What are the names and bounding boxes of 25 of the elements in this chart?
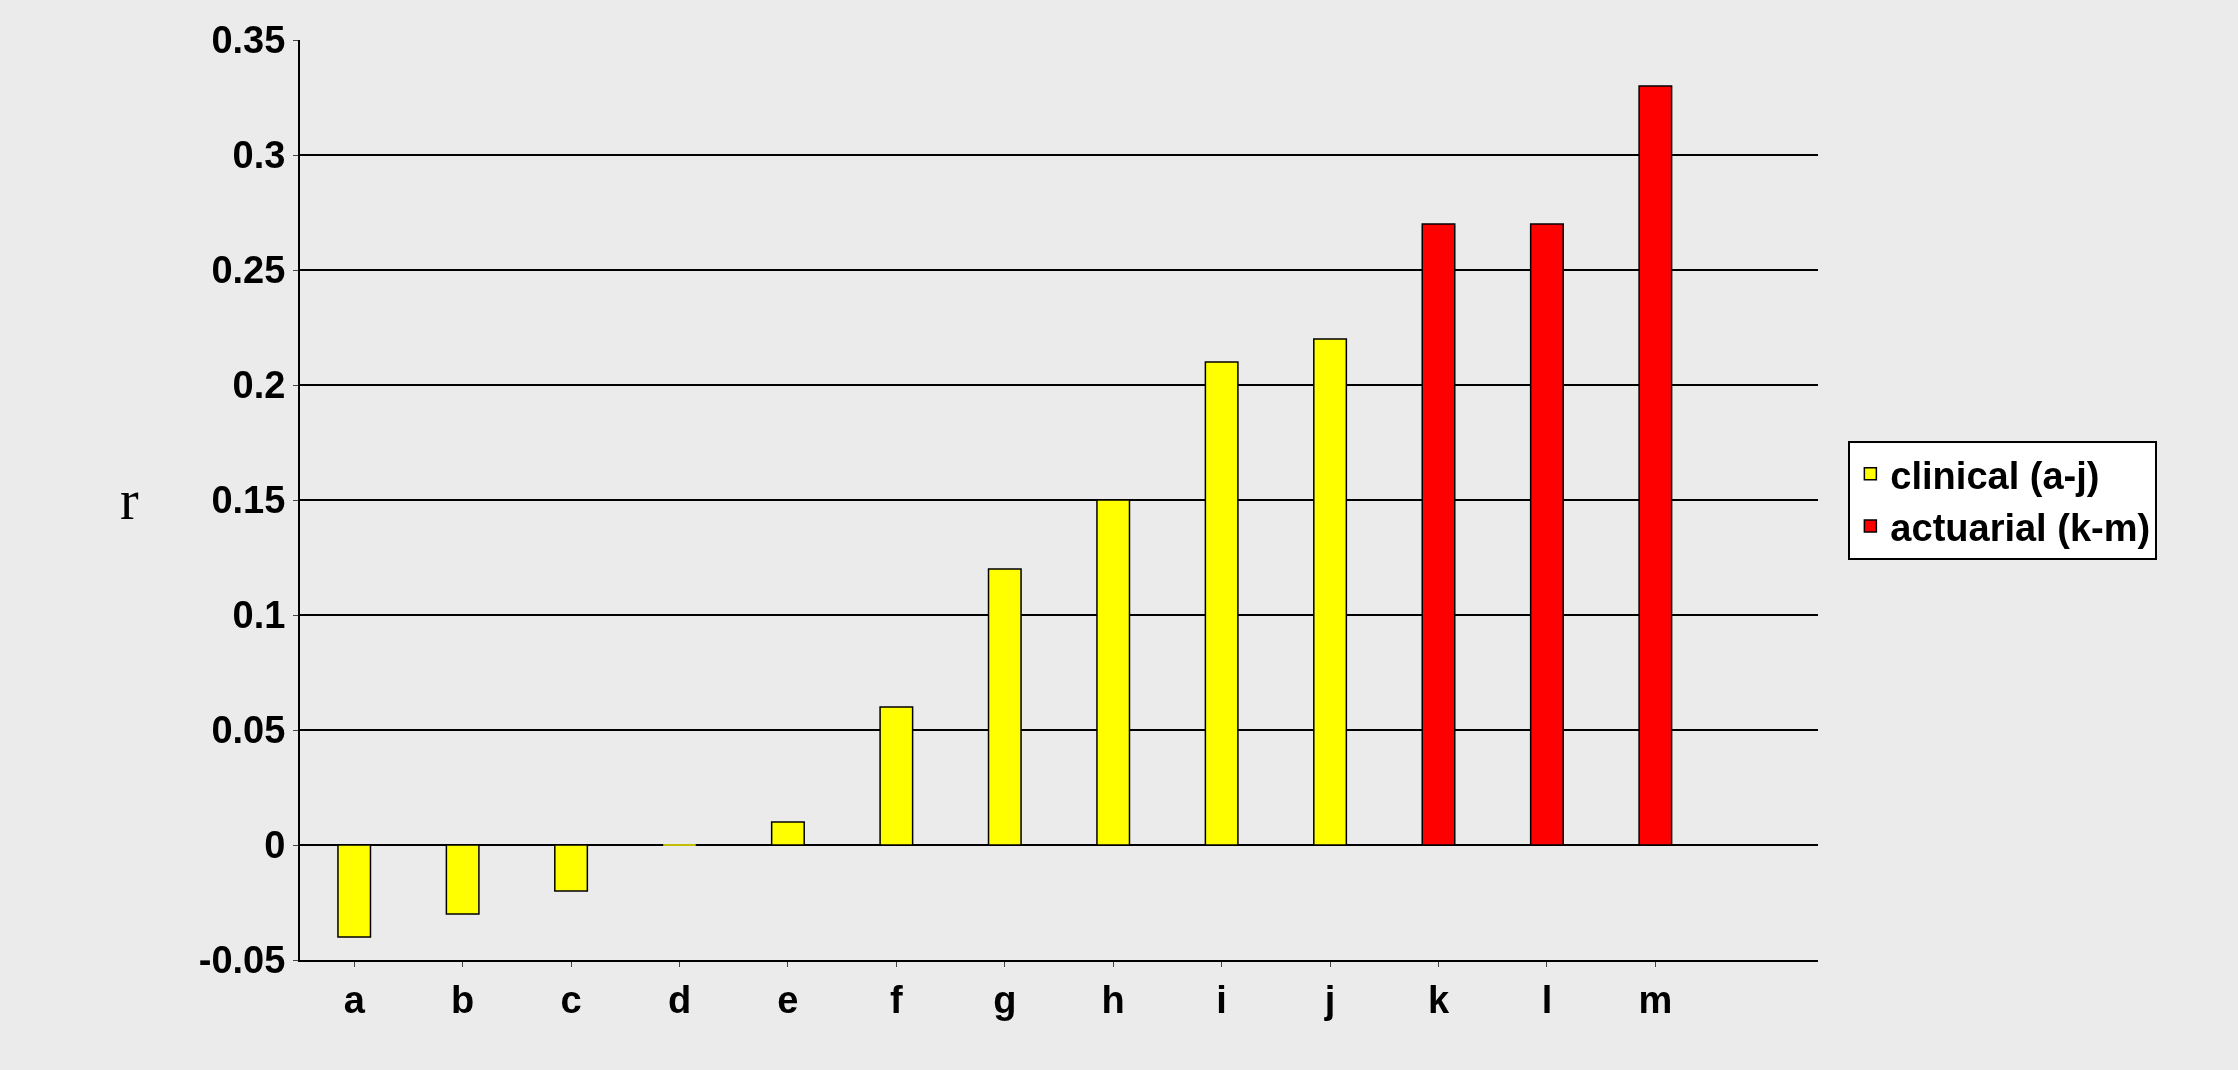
y-axis-title: r [120, 469, 139, 531]
x-tick-label: m [1638, 978, 1673, 1021]
x-tick-label: k [1427, 978, 1450, 1021]
y-tick-label: 0.1 [232, 594, 286, 637]
x-tick-label: d [667, 978, 692, 1021]
x-tick-label: c [560, 978, 582, 1021]
legend-label: clinical (a-j) [1890, 454, 2100, 497]
x-tick-label: h [1101, 978, 1125, 1021]
y-tick-label: -0.05 [198, 939, 286, 982]
x-tick-label: b [451, 978, 475, 1021]
x-tick-label: e [777, 978, 799, 1021]
x-tick-label: i [1216, 978, 1227, 1021]
x-tick-label: f [890, 978, 904, 1021]
legend-label: actuarial (k-m) [1890, 506, 2151, 549]
x-tick-label: l [1541, 978, 1553, 1021]
y-tick-label: 0.25 [211, 249, 286, 292]
x-tick-label: j [1323, 978, 1336, 1021]
x-tick-label: a [343, 978, 366, 1021]
y-tick-label: 0.15 [211, 479, 286, 522]
y-tick-label: 0.2 [232, 364, 286, 407]
x-tick-label: g [993, 978, 1017, 1021]
y-tick-label: 0.05 [211, 709, 286, 752]
y-tick-label: 0 [264, 824, 286, 867]
y-tick-label: 0.35 [211, 19, 286, 62]
y-tick-label: 0.3 [232, 134, 286, 177]
